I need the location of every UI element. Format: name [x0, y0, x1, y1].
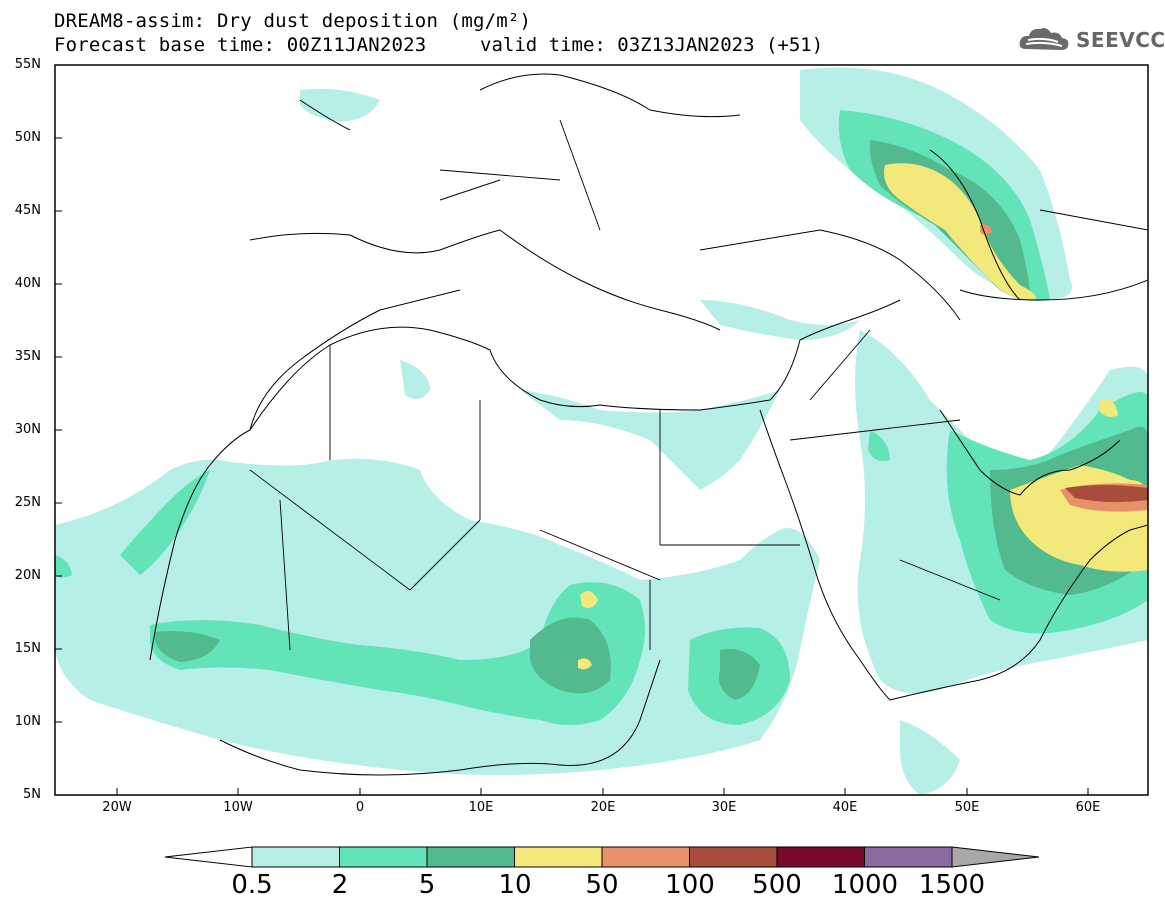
lat-label-20n: 20N [14, 568, 41, 583]
colorbar [164, 846, 1040, 868]
lat-label-40n: 40N [14, 276, 41, 291]
lon-label-40e: 40E [832, 800, 858, 815]
dust-band-100 [1065, 485, 1148, 503]
dust-band-0-5 [55, 67, 1148, 795]
colorbar-label-5: 5 [418, 870, 436, 900]
colorbar-swatch-4 [601, 846, 690, 868]
lat-label-5n: 5N [23, 787, 41, 802]
colorbar-swatch-5 [689, 846, 778, 868]
country-borders [249, 119, 1148, 651]
colorbar-label-0-5: 0.5 [231, 870, 273, 900]
lat-label-50n: 50N [14, 130, 41, 145]
lon-label-0: 0 [355, 800, 365, 815]
colorbar-swatch-6 [776, 846, 865, 868]
colorbar-label-1500: 1500 [918, 870, 986, 900]
valid-time: valid time: 03Z13JAN2023 (+51) [480, 34, 824, 56]
colorbar-label-100: 100 [665, 870, 715, 900]
colorbar-swatch-7 [864, 846, 953, 868]
colorbar-label-10: 10 [498, 870, 532, 900]
colorbar-under-arrow [164, 846, 253, 868]
lon-label-10w: 10W [223, 800, 253, 815]
lon-label-60e: 60E [1075, 800, 1101, 815]
colorbar-swatch-0 [251, 846, 340, 868]
axis-ticks [55, 64, 1089, 795]
colorbar-swatch-2 [426, 846, 515, 868]
logo-text: SEEVCCC [1076, 28, 1165, 52]
lon-label-50e: 50E [954, 800, 980, 815]
seevccc-logo: SEEVCCC [1018, 25, 1165, 55]
colorbar-label-1000: 1000 [831, 870, 899, 900]
lon-label-10e: 10E [468, 800, 494, 815]
lat-label-45n: 45N [14, 203, 41, 218]
coastlines [149, 73, 1148, 776]
lon-label-20e: 20E [590, 800, 616, 815]
colorbar-label-50: 50 [585, 870, 619, 900]
forecast-base-time: Forecast base time: 00Z11JAN2023 [54, 34, 427, 56]
lat-label-55n: 55N [14, 57, 41, 72]
colorbar-swatch-1 [339, 846, 428, 868]
dust-band-5 [155, 140, 1148, 700]
lat-label-15n: 15N [14, 641, 41, 656]
map-title: DREAM8-assim: Dry dust deposition (mg/m²… [54, 10, 532, 32]
dust-band-50 [980, 224, 1148, 512]
dust-field [55, 67, 1148, 795]
colorbar-over-arrow [951, 846, 1040, 868]
lat-label-10n: 10N [14, 714, 41, 729]
lon-label-20w: 20W [102, 800, 132, 815]
cloud-logo-icon [1019, 28, 1069, 50]
colorbar-label-2: 2 [331, 870, 349, 900]
lon-label-30e: 30E [711, 800, 737, 815]
map-frame [54, 64, 1149, 796]
dust-band-10 [578, 163, 1148, 670]
colorbar-swatch-3 [514, 846, 603, 868]
lat-label-25n: 25N [14, 495, 41, 510]
dust-band-2 [55, 110, 1148, 725]
colorbar-label-500: 500 [752, 870, 802, 900]
lat-label-35n: 35N [14, 349, 41, 364]
lat-label-30n: 30N [14, 422, 41, 437]
